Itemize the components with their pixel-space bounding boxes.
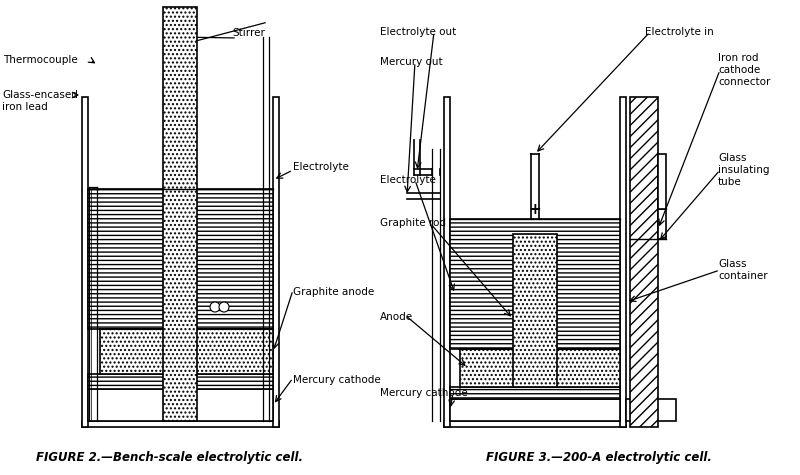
- Text: Glass
container: Glass container: [718, 259, 768, 281]
- Text: iron lead: iron lead: [2, 102, 48, 112]
- Bar: [100, 329, 273, 374]
- Bar: [82, 421, 279, 427]
- Text: Graphite anode: Graphite anode: [293, 287, 374, 297]
- Text: −: −: [656, 201, 668, 217]
- Bar: [620, 97, 626, 427]
- Text: Mercury cathode: Mercury cathode: [293, 375, 381, 385]
- Text: Electrolyte: Electrolyte: [380, 175, 436, 185]
- Circle shape: [210, 302, 220, 312]
- Bar: [273, 97, 279, 427]
- Text: FIGURE 2.—Bench-scale electrolytic cell.: FIGURE 2.—Bench-scale electrolytic cell.: [37, 450, 303, 464]
- Bar: [82, 97, 88, 427]
- Text: FIGURE 3.—200-A electrolytic cell.: FIGURE 3.—200-A electrolytic cell.: [486, 450, 712, 464]
- Bar: [444, 421, 626, 427]
- Text: Mercury cathode: Mercury cathode: [380, 388, 468, 398]
- Bar: [88, 389, 273, 421]
- Bar: [88, 374, 273, 389]
- Bar: [163, 7, 197, 421]
- Text: Thermocouple: Thermocouple: [3, 55, 78, 65]
- Text: Mercury out: Mercury out: [380, 57, 442, 67]
- Text: Glass-encased: Glass-encased: [2, 90, 78, 100]
- Text: Anode: Anode: [380, 312, 413, 322]
- Text: Graphite rod: Graphite rod: [380, 218, 446, 228]
- Text: Electrolyte in: Electrolyte in: [645, 27, 714, 37]
- Text: Electrolyte: Electrolyte: [293, 162, 349, 172]
- Bar: [630, 97, 658, 427]
- Text: +: +: [529, 201, 542, 217]
- Bar: [450, 219, 620, 349]
- Bar: [444, 97, 450, 427]
- Bar: [460, 349, 620, 387]
- Bar: [88, 189, 273, 329]
- Text: Electrolyte out: Electrolyte out: [380, 27, 456, 37]
- Bar: [658, 154, 666, 239]
- Text: Glass
insulating
tube: Glass insulating tube: [718, 152, 770, 188]
- Circle shape: [219, 302, 229, 312]
- Bar: [450, 387, 620, 399]
- Bar: [450, 399, 620, 421]
- Bar: [513, 234, 557, 387]
- Bar: [626, 399, 676, 421]
- Text: Stirrer: Stirrer: [232, 28, 265, 38]
- Text: Iron rod
cathode
connector: Iron rod cathode connector: [718, 53, 770, 87]
